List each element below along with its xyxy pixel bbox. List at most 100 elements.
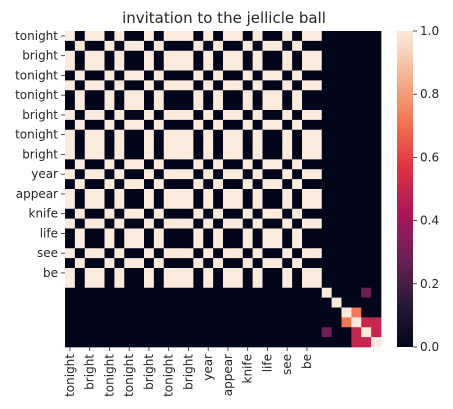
heatmap-cell — [84, 40, 95, 52]
heatmap-cell — [282, 31, 293, 42]
heatmap-cell — [183, 208, 194, 219]
heatmap-cell — [213, 119, 224, 131]
heatmap-cell — [84, 258, 95, 269]
heatmap-cell — [163, 60, 174, 71]
heatmap-cell — [311, 169, 323, 180]
heatmap-cell — [371, 179, 382, 190]
heatmap-cell — [114, 31, 125, 42]
heatmap-cell — [331, 169, 342, 180]
heatmap-cell — [252, 287, 263, 298]
heatmap-cell — [203, 317, 214, 328]
heatmap-cell — [124, 189, 135, 200]
heatmap-cell — [361, 218, 372, 229]
heatmap-cell — [321, 31, 332, 42]
heatmap-cell — [292, 297, 303, 308]
heatmap-cell — [104, 31, 115, 42]
heatmap-cell — [134, 277, 145, 289]
heatmap-cell — [173, 218, 184, 229]
heatmap-cell — [282, 307, 293, 318]
heatmap-cell — [134, 90, 145, 101]
heatmap-cell — [74, 307, 86, 318]
heatmap-cell — [144, 110, 155, 121]
heatmap-cell — [292, 50, 303, 61]
heatmap-cell — [232, 110, 244, 121]
heatmap-cell — [144, 149, 155, 160]
heatmap-cell — [252, 307, 263, 318]
heatmap-cell — [232, 31, 244, 42]
heatmap-cell — [104, 228, 115, 239]
heatmap-cell — [262, 208, 273, 219]
heatmap-cell — [232, 337, 244, 348]
heatmap-cell — [74, 149, 86, 160]
heatmap-cell — [153, 110, 165, 121]
heatmap-cell — [262, 100, 273, 111]
heatmap-cell — [193, 228, 204, 239]
heatmap-cell — [203, 40, 214, 52]
heatmap-cell — [74, 100, 86, 111]
heatmap-cell — [361, 149, 372, 160]
heatmap-cell — [341, 258, 352, 269]
heatmap-cell — [282, 149, 293, 160]
y-tick-label: appear — [16, 187, 58, 201]
heatmap-cell — [153, 60, 165, 71]
heatmap-cell — [134, 50, 145, 61]
heatmap-cell — [114, 297, 125, 308]
heatmap-cell — [183, 297, 194, 308]
heatmap-cell — [65, 159, 76, 170]
heatmap-cell — [144, 129, 155, 140]
heatmap-cell — [272, 189, 283, 200]
heatmap-cell — [74, 287, 86, 298]
heatmap-cell — [311, 317, 323, 328]
heatmap-cell — [213, 179, 224, 190]
heatmap-cell — [361, 248, 372, 259]
heatmap-cell — [84, 268, 95, 279]
y-tick-label: knife — [29, 207, 59, 221]
heatmap-cell — [321, 139, 332, 150]
y-tick-label: tonight — [15, 29, 58, 43]
heatmap-cell — [262, 90, 273, 101]
heatmap-cell — [94, 50, 105, 61]
heatmap-cell — [321, 337, 332, 348]
heatmap-cell — [173, 277, 184, 289]
heatmap-cell — [232, 119, 244, 131]
heatmap-cell — [173, 159, 184, 170]
heatmap-cell — [262, 327, 273, 338]
heatmap-cell — [124, 149, 135, 160]
heatmap-cell — [272, 179, 283, 190]
heatmap-cell — [292, 258, 303, 269]
heatmap-cell — [311, 238, 323, 249]
heatmap-cell — [193, 129, 204, 140]
heatmap-cell — [302, 100, 313, 111]
heatmap-cell — [262, 228, 273, 239]
heatmap-cell — [173, 50, 184, 61]
heatmap-cell — [163, 287, 174, 298]
heatmap-cell — [74, 208, 86, 219]
heatmap-cell — [153, 90, 165, 101]
heatmap-cell — [321, 50, 332, 61]
heatmap-cell — [74, 297, 86, 308]
heatmap-cell — [183, 50, 194, 61]
heatmap-cell — [331, 337, 342, 348]
heatmap-cell — [242, 248, 253, 259]
heatmap-cell — [242, 119, 253, 131]
heatmap-cell — [282, 119, 293, 131]
heatmap-cell — [94, 110, 105, 121]
heatmap-cell — [153, 70, 165, 81]
heatmap-cell — [74, 228, 86, 239]
heatmap-cell — [262, 258, 273, 269]
heatmap-cell — [163, 327, 174, 338]
heatmap-cell — [311, 337, 323, 348]
heatmap-cell — [282, 198, 293, 210]
heatmap-cell — [213, 50, 224, 61]
heatmap-cell — [153, 119, 165, 131]
heatmap-cell — [193, 327, 204, 338]
heatmap-cell — [242, 169, 253, 180]
heatmap-cell — [272, 60, 283, 71]
heatmap-cell — [331, 307, 342, 318]
heatmap-cell — [153, 307, 165, 318]
heatmap-cell — [311, 100, 323, 111]
heatmap-cell — [183, 277, 194, 289]
heatmap-cell — [94, 258, 105, 269]
heatmap-cell — [311, 110, 323, 121]
